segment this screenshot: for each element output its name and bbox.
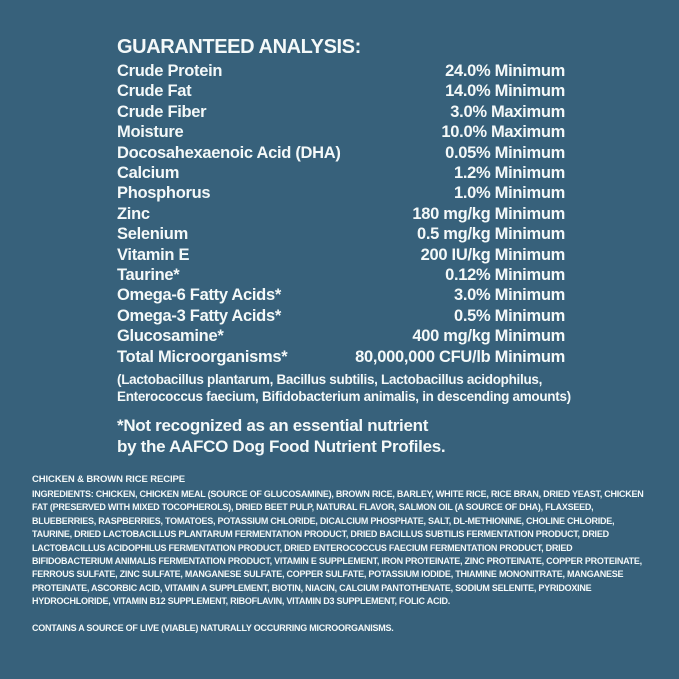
guaranteed-analysis-heading: GUARANTEED ANALYSIS:: [117, 36, 361, 58]
nutrient-label: Crude Protein: [117, 62, 223, 80]
nutrient-value: 0.12% Minimum: [445, 266, 565, 285]
ingredients-label: INGREDIENTS:: [32, 489, 94, 499]
contains-statement: CONTAINS A SOURCE OF LIVE (VIABLE) NATUR…: [32, 622, 394, 633]
analysis-row-phosphorus: Phosphorus 1.0% Minimum: [117, 183, 565, 203]
recipe-title: CHICKEN & BROWN RICE RECIPE: [32, 474, 186, 485]
nutrient-value: 0.5% Minimum: [453, 306, 565, 325]
nutrient-label: Omega-6 Fatty Acids*: [117, 286, 281, 305]
nutrient-value: 0.05% Minimum: [445, 143, 565, 162]
nutrient-label: Total Microorganisms*: [117, 347, 288, 366]
nutrient-label: Vitamin E: [117, 245, 190, 264]
ingredients-section: CHICKEN & BROWN RICE RECIPE INGREDIENTS:…: [32, 474, 650, 635]
nutrient-label: Selenium: [117, 225, 188, 244]
nutrient-value: 80,000,000 CFU/lb Minimum: [355, 347, 565, 366]
analysis-row-total-microorganisms: Total Microorganisms* 80,000,000 CFU/lb …: [117, 347, 565, 367]
analysis-row-vitamin-e: Vitamin E 200 IU/kg Minimum: [117, 245, 565, 265]
nutrient-value: 0.5 mg/kg Minimum: [416, 225, 565, 244]
analysis-row-glucosamine: Glucosamine* 400 mg/kg Minimum: [117, 326, 565, 346]
nutrient-label: Docosahexaenoic Acid (DHA): [117, 143, 341, 162]
nutrient-label: Glucosamine*: [117, 327, 224, 346]
analysis-row-crude-fat: Crude Fat 14.0% Minimum: [117, 81, 565, 101]
nutrient-label: Phosphorus: [117, 184, 211, 203]
nutrient-label: Taurine*: [117, 266, 180, 285]
nutrient-value: 1.2% Minimum: [453, 164, 565, 183]
analysis-row-dha: Docosahexaenoic Acid (DHA) 0.05% Minimum: [117, 143, 565, 163]
microorganisms-species-note: (Lactobacillus plantarum, Bacillus subti…: [117, 372, 571, 405]
guaranteed-analysis-section: GUARANTEED ANALYSIS: Crude Protein 24.0%…: [117, 36, 571, 457]
nutrient-value: 1.0% Minimum: [453, 184, 565, 203]
ingredients-list: CHICKEN, CHICKEN MEAL (SOURCE OF GLUCOSA…: [32, 489, 644, 607]
analysis-row-omega-3: Omega-3 Fatty Acids* 0.5% Minimum: [117, 306, 565, 326]
nutrient-value: 3.0% Maximum: [450, 102, 565, 121]
nutrient-value: 14.0% Minimum: [445, 82, 565, 101]
ingredients-paragraph: INGREDIENTS: CHICKEN, CHICKEN MEAL (SOUR…: [32, 488, 650, 609]
nutrient-value: 24.0% Minimum: [445, 62, 565, 80]
analysis-row-taurine: Taurine* 0.12% Minimum: [117, 265, 565, 285]
nutrient-value: 10.0% Maximum: [441, 123, 565, 142]
nutrient-value: 3.0% Minimum: [453, 286, 565, 305]
nutrient-value: 400 mg/kg Minimum: [412, 327, 565, 346]
nutrient-label: Moisture: [117, 123, 184, 142]
nutrient-label: Calcium: [117, 164, 180, 183]
analysis-row-moisture: Moisture 10.0% Maximum: [117, 122, 565, 142]
analysis-row-selenium: Selenium 0.5 mg/kg Minimum: [117, 224, 565, 244]
nutrient-label: Crude Fiber: [117, 102, 207, 121]
aafco-footnote: *Not recognized as an essential nutrient…: [117, 416, 446, 456]
analysis-row-omega-6: Omega-6 Fatty Acids* 3.0% Minimum: [117, 285, 565, 305]
nutrient-label: Crude Fat: [117, 82, 192, 101]
analysis-row-calcium: Calcium 1.2% Minimum: [117, 163, 565, 183]
nutrient-value: 200 IU/kg Minimum: [420, 245, 566, 264]
nutrient-label: Zinc: [117, 204, 150, 223]
nutrient-value: 180 mg/kg Minimum: [412, 204, 565, 223]
analysis-row-crude-protein: Crude Protein 24.0% Minimum: [117, 61, 565, 81]
analysis-row-crude-fiber: Crude Fiber 3.0% Maximum: [117, 102, 565, 122]
nutrient-label: Omega-3 Fatty Acids*: [117, 306, 281, 325]
analysis-row-zinc: Zinc 180 mg/kg Minimum: [117, 204, 565, 224]
